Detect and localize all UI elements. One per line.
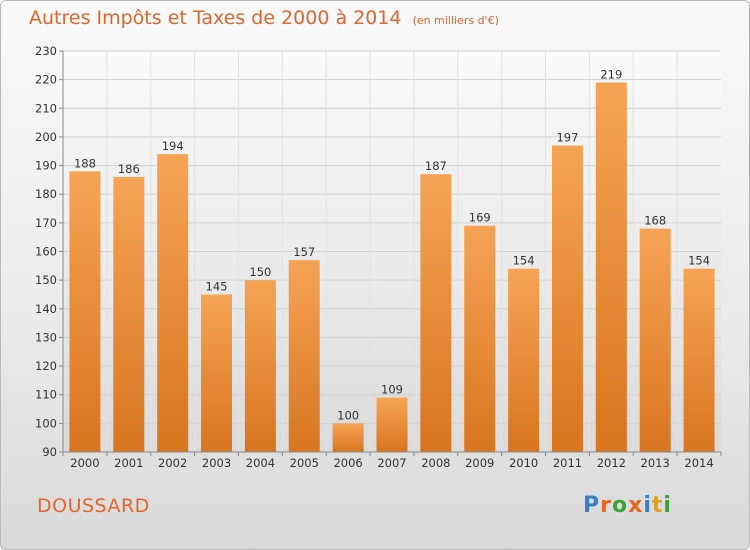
data-label: 188 [74, 156, 96, 170]
chart-unit: (en milliers d'€) [412, 14, 499, 27]
data-label: 194 [162, 139, 184, 153]
y-tick-label: 140 [35, 302, 57, 316]
x-tick-label: 2012 [597, 456, 626, 470]
data-label: 197 [556, 131, 578, 145]
data-label: 109 [381, 383, 403, 397]
commune-name: DOUSSARD [37, 495, 150, 517]
x-tick-label: 2002 [158, 456, 187, 470]
x-tick-label: 2005 [290, 456, 319, 470]
bar [201, 294, 233, 452]
y-tick-label: 170 [35, 216, 57, 230]
x-tick-label: 2009 [465, 456, 494, 470]
bar [639, 228, 671, 452]
data-label: 157 [293, 245, 315, 259]
logo-letter: o [611, 493, 629, 518]
y-tick-label: 100 [35, 416, 57, 430]
y-tick-label: 130 [35, 330, 57, 344]
data-label: 154 [688, 254, 710, 268]
logo-letter: P [583, 493, 601, 518]
proxiti-logo: Proxiti [583, 493, 672, 518]
logo-letter: x [628, 493, 644, 518]
y-tick-label: 230 [35, 44, 57, 58]
y-tick-label: 180 [35, 187, 57, 201]
bar [508, 268, 540, 452]
x-tick-label: 2003 [202, 456, 231, 470]
y-tick-label: 90 [42, 445, 57, 459]
bar [332, 423, 364, 452]
data-label: 145 [206, 279, 228, 293]
bar [595, 82, 627, 452]
bar [464, 225, 496, 452]
logo-letter: t [651, 493, 664, 518]
y-tick-label: 210 [35, 101, 57, 115]
data-label: 187 [425, 159, 447, 173]
y-tick-label: 160 [35, 245, 57, 259]
x-tick-label: 2011 [553, 456, 582, 470]
y-tick-label: 220 [35, 73, 57, 87]
data-label: 154 [513, 254, 535, 268]
y-tick-label: 150 [35, 273, 57, 287]
bar [376, 397, 408, 452]
x-tick-label: 2000 [70, 456, 99, 470]
bar [113, 177, 145, 452]
y-tick-label: 120 [35, 359, 57, 373]
data-label: 186 [118, 162, 140, 176]
x-tick-label: 2007 [377, 456, 406, 470]
y-tick-label: 110 [35, 388, 57, 402]
bar [157, 154, 189, 452]
data-label: 168 [644, 214, 666, 228]
x-tick-label: 2010 [509, 456, 538, 470]
chart-title: Autres Impôts et Taxes de 2000 à 2014 [29, 7, 402, 29]
bar [288, 260, 320, 452]
bar [69, 171, 101, 453]
x-tick-label: 2004 [246, 456, 275, 470]
x-tick-label: 2014 [684, 456, 713, 470]
bar [683, 268, 715, 452]
bar [244, 280, 276, 452]
chart-title-block: Autres Impôts et Taxes de 2000 à 2014 (e… [29, 7, 499, 29]
y-tick-label: 190 [35, 159, 57, 173]
y-tick-label: 200 [35, 130, 57, 144]
bar [551, 145, 583, 452]
x-tick-label: 2013 [641, 456, 670, 470]
bar [420, 174, 452, 452]
x-tick-label: 2008 [421, 456, 450, 470]
data-label: 219 [600, 68, 622, 82]
logo-letter: i [643, 493, 652, 518]
data-label: 100 [337, 408, 359, 422]
logo-letter: i [663, 493, 672, 518]
logo-letter: r [600, 493, 612, 518]
data-label: 150 [249, 265, 271, 279]
x-tick-label: 2006 [333, 456, 362, 470]
x-tick-label: 2001 [114, 456, 143, 470]
data-label: 169 [469, 211, 491, 225]
